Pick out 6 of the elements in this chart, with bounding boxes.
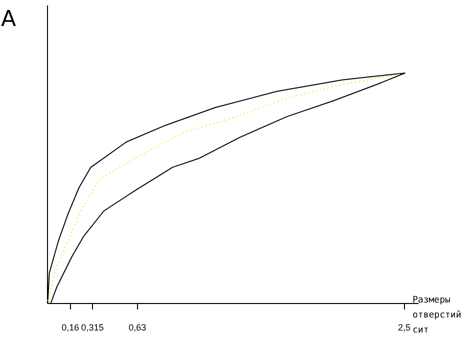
x-tick-label: 0,315 <box>81 322 104 332</box>
x-tick-label: 0,16 <box>62 322 80 332</box>
x-axis-title: Размеры отверстий сит <box>412 296 462 336</box>
chart-title: A <box>1 7 16 32</box>
x-tick-label: 0,63 <box>128 322 146 332</box>
x-tick-label: 2,5 <box>398 322 410 332</box>
